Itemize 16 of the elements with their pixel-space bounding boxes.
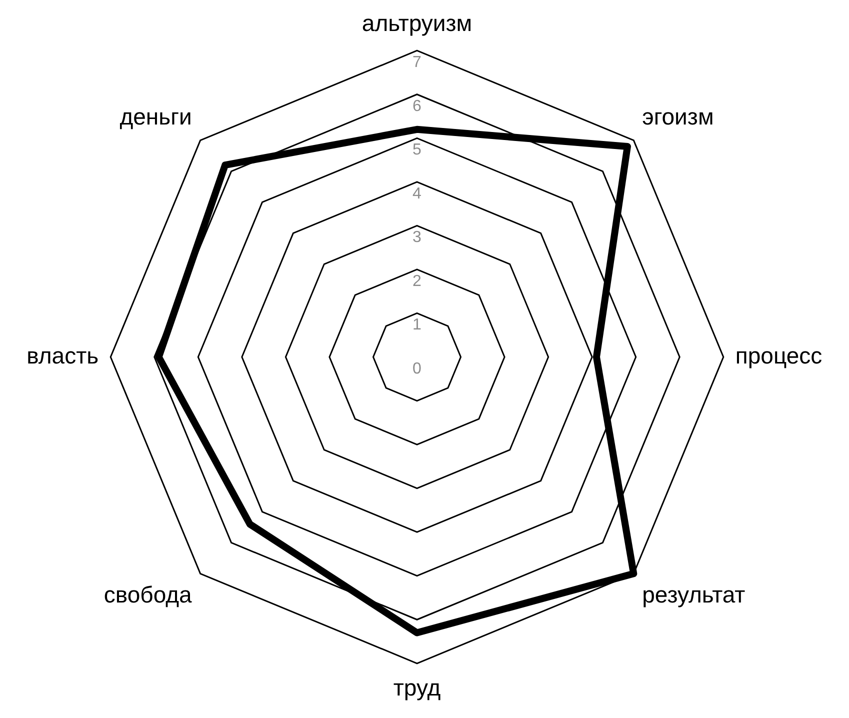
y-tick-label: 5 — [412, 142, 422, 159]
y-tick-label: 2 — [412, 272, 422, 290]
spoke-label: деньги — [120, 103, 192, 130]
spoke-label: процесс — [735, 342, 822, 368]
y-tick-label: 6 — [412, 98, 422, 115]
y-tick-label: 0 — [412, 360, 422, 378]
spoke-label: результат — [642, 581, 746, 608]
spoke-label: власть — [26, 342, 99, 368]
spoke-label: эгоизм — [642, 103, 714, 130]
spoke-label: труд — [393, 674, 442, 701]
y-tick-label: 7 — [412, 54, 422, 72]
spoke-label: альтруизм — [362, 10, 472, 36]
y-tick-label: 1 — [412, 316, 422, 334]
spoke-label: свобода — [104, 581, 192, 608]
y-tick-label: 4 — [412, 185, 422, 202]
y-tick-label: 3 — [412, 229, 422, 246]
